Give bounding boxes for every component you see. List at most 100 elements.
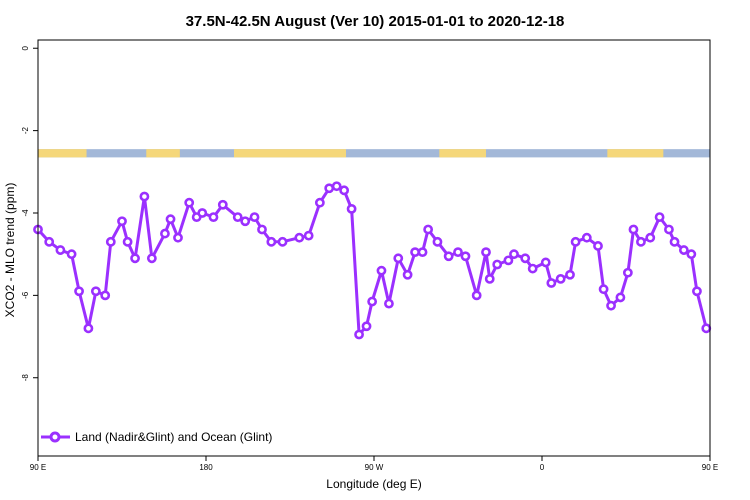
data-point — [453, 247, 463, 258]
data-point — [130, 253, 140, 264]
data-point — [346, 203, 357, 214]
data-point — [376, 265, 387, 276]
data-point — [100, 290, 111, 301]
data-point — [217, 199, 228, 210]
y-axis-ticks: 0 -2 -4 -6 -8 — [21, 45, 38, 381]
data-point — [565, 269, 575, 280]
data-point — [692, 286, 702, 297]
land-segment — [234, 149, 346, 158]
data-point — [105, 236, 116, 247]
data-point — [654, 212, 665, 223]
data-point — [686, 249, 697, 260]
land-segment — [146, 149, 180, 158]
land-ocean-strip — [38, 149, 710, 158]
data-point — [546, 278, 557, 288]
data-point — [527, 263, 538, 274]
x-axis-label: Longitude (deg E) — [326, 477, 421, 491]
data-point — [593, 241, 603, 251]
data-point — [139, 191, 150, 202]
data-point — [117, 216, 127, 227]
land-segment — [607, 149, 664, 158]
data-point — [432, 236, 443, 247]
data-point — [509, 249, 519, 260]
data-point — [160, 228, 170, 239]
ocean-band — [38, 149, 710, 158]
data-point — [622, 267, 633, 278]
chart-title: 37.5N-42.5N August (Ver 10) 2015-01-01 t… — [186, 13, 565, 30]
data-point — [277, 236, 288, 247]
data-point — [146, 253, 157, 264]
data-point — [503, 255, 514, 266]
data-point — [173, 232, 183, 243]
data-point — [208, 212, 219, 223]
data-point — [339, 185, 350, 196]
data-point — [598, 284, 609, 295]
y-tick-label: -8 — [21, 374, 30, 382]
data-point — [645, 232, 656, 243]
y-axis-label: XCO2 - MLO trend (ppm) — [3, 183, 17, 318]
data-point — [314, 197, 325, 208]
data-point — [423, 224, 434, 235]
series-layer — [33, 181, 712, 340]
data-point — [492, 259, 503, 270]
data-point — [324, 183, 335, 194]
data-point — [240, 216, 251, 227]
data-point — [555, 273, 566, 284]
data-point — [232, 212, 243, 223]
data-point — [664, 224, 674, 235]
data-point — [520, 253, 531, 264]
data-point — [44, 236, 55, 247]
data-point — [165, 214, 176, 225]
x-tick-label: 90 W — [365, 463, 384, 472]
data-point — [615, 292, 626, 303]
data-point — [66, 249, 77, 260]
data-point — [303, 230, 314, 241]
land-segment — [439, 149, 486, 158]
x-tick-label: 0 — [540, 463, 545, 472]
data-point — [331, 181, 342, 192]
data-point — [354, 329, 364, 340]
data-point — [410, 247, 420, 258]
data-point — [669, 236, 680, 247]
data-point — [581, 232, 592, 243]
x-axis-ticks: 90 E 180 90 W 0 90 E — [30, 456, 718, 472]
land-segment — [38, 149, 87, 158]
data-point — [122, 236, 133, 247]
data-point — [417, 247, 428, 258]
data-point — [402, 269, 413, 280]
data-point — [266, 236, 277, 247]
data-point — [83, 323, 94, 334]
data-point — [481, 247, 491, 258]
x-tick-label: 90 E — [702, 463, 718, 472]
data-point — [294, 232, 305, 243]
data-point — [628, 224, 639, 235]
data-point — [55, 245, 66, 255]
legend-marker — [49, 431, 61, 443]
x-tick-label: 90 E — [30, 463, 46, 472]
plot-frame — [37, 39, 711, 457]
data-point — [393, 253, 404, 264]
data-point — [460, 251, 471, 262]
data-point — [184, 197, 195, 208]
y-tick-label: -4 — [21, 209, 30, 217]
data-point — [90, 286, 101, 297]
data-point — [249, 212, 260, 223]
data-point — [701, 323, 712, 334]
data-point — [384, 298, 394, 309]
data-point — [540, 257, 551, 268]
data-point — [606, 300, 616, 311]
data-point — [257, 224, 267, 235]
legend-label: Land (Nadir&Glint) and Ocean (Glint) — [75, 430, 272, 444]
data-point — [570, 236, 581, 247]
data-point — [443, 251, 454, 262]
data-point — [367, 296, 378, 307]
data-point — [678, 245, 689, 255]
data-point — [361, 321, 372, 332]
data-point — [471, 290, 482, 301]
data-point — [197, 208, 208, 218]
data-point — [636, 236, 646, 247]
y-tick-label: -2 — [21, 127, 30, 135]
legend: Land (Nadir&Glint) and Ocean (Glint) — [41, 430, 272, 444]
data-point — [484, 273, 495, 284]
